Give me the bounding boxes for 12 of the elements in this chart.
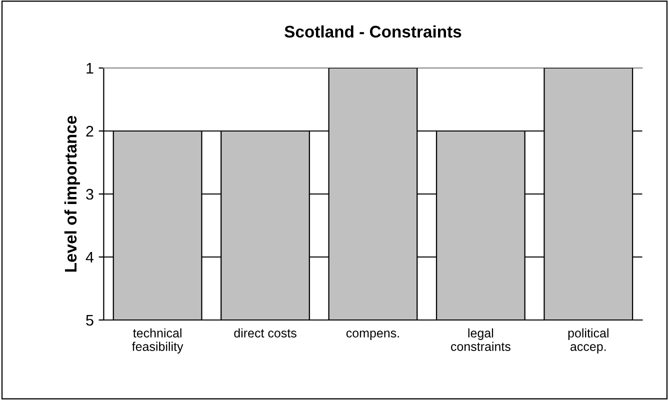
y-tick-label: 4	[86, 252, 94, 263]
y-tick-label: 5	[86, 315, 94, 326]
y-axis-title: Level of importance	[64, 116, 80, 272]
x-tick-label: legal constraints	[450, 328, 510, 351]
y-tick-label: 2	[86, 126, 94, 137]
y-tick-label: 1	[86, 63, 94, 74]
x-tick-label: compens.	[346, 330, 399, 340]
chart-title: Scotland - Constraints	[284, 25, 462, 38]
x-tick-label: technical feasibility	[132, 328, 184, 354]
x-tick-label: political accep.	[568, 328, 608, 354]
y-tick-label: 3	[86, 188, 94, 200]
x-tick-label: direct costs	[234, 328, 296, 338]
